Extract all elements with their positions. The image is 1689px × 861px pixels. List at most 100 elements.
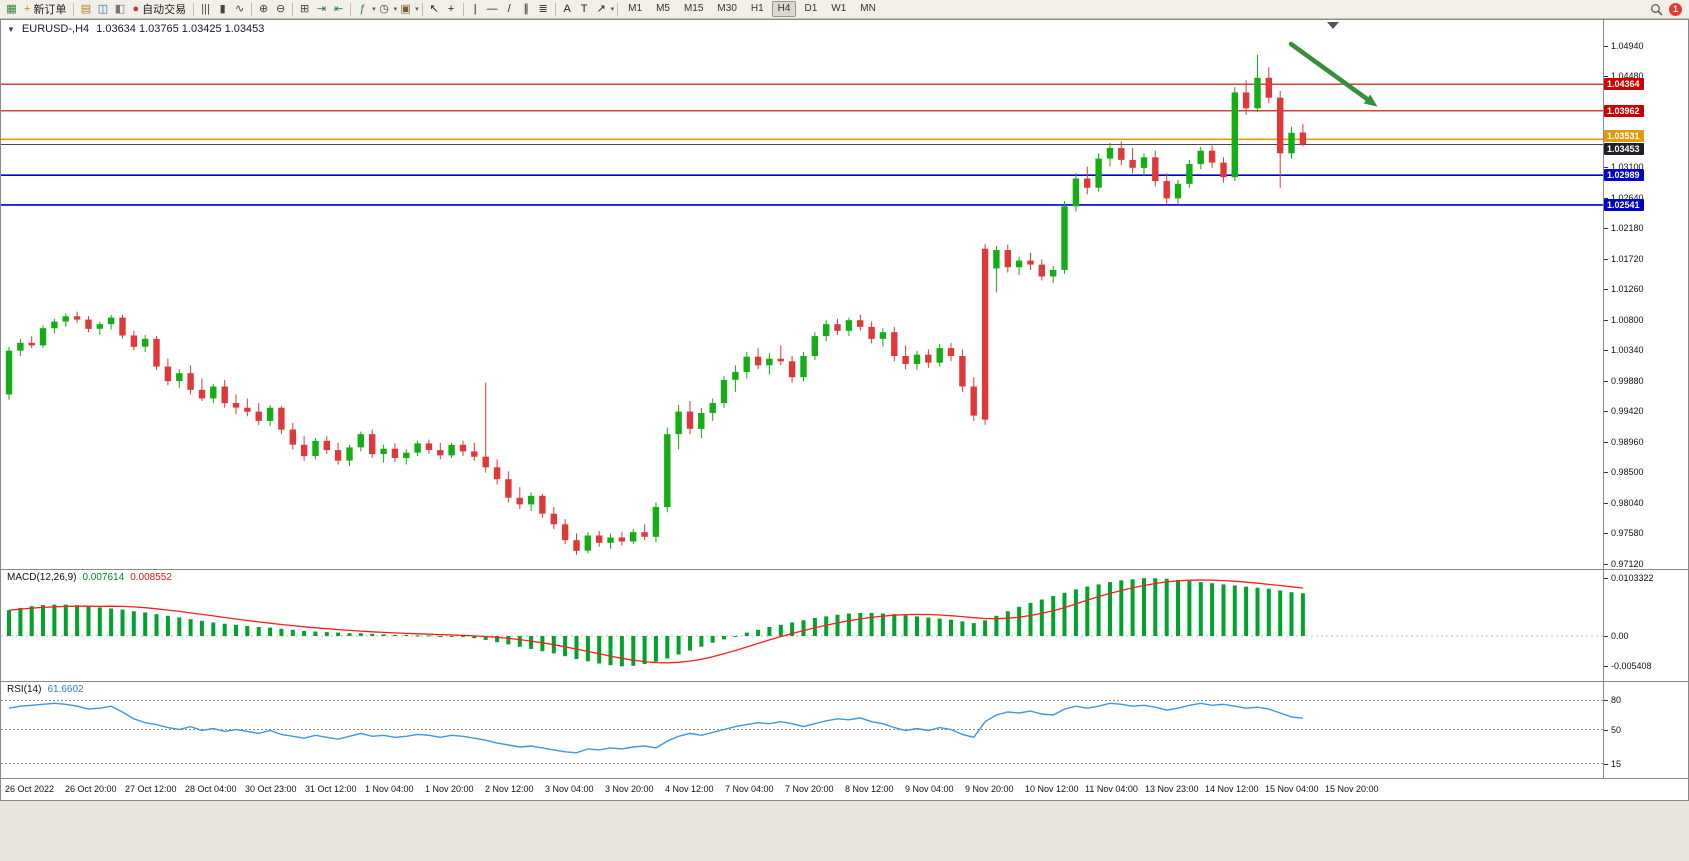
bid-price-badge: 1.03453 <box>1604 142 1644 155</box>
chart-symbol-header: ▼ EURUSD-,H4 1.03634 1.03765 1.03425 1.0… <box>7 23 264 35</box>
text-label-icon[interactable]: T <box>580 2 588 15</box>
y-axis-tick: 1.04480 <box>1604 71 1644 81</box>
timeframe-M1[interactable]: M1 <box>628 3 643 14</box>
timeframe-H4[interactable]: H4 <box>771 1 797 17</box>
macd-signal-value: 0.008552 <box>130 572 172 583</box>
toolbar-separator <box>292 2 294 16</box>
y-axis-tick: 0.97120 <box>1604 558 1644 569</box>
hline-price-badge: 1.02541 <box>1604 198 1644 211</box>
macd-name: MACD(12,26,9) <box>7 572 77 583</box>
tile-windows-icon[interactable]: ⊞ <box>299 2 310 15</box>
dropdown-caret-icon[interactable]: ▾ <box>610 6 615 13</box>
macd-indicator-label: MACD(12,26,9) 0.007614 0.008552 <box>7 572 172 583</box>
periods-icon[interactable]: ◷ <box>379 2 389 15</box>
indicators-icon[interactable]: ƒ <box>359 2 366 15</box>
macd-axis-label: 0.00 <box>1604 631 1629 641</box>
toolbar-separator <box>554 2 556 16</box>
timeframe-M30[interactable]: M30 <box>717 3 737 14</box>
time-label: 7 Nov 20:00 <box>785 784 834 794</box>
toolbar-separator <box>462 2 464 16</box>
cursor-icon[interactable]: ↖ <box>429 2 439 15</box>
toolbar-separator <box>251 2 253 16</box>
new-chart-icon[interactable]: ▦ <box>6 2 17 15</box>
timeframe-H1[interactable]: H1 <box>750 3 764 14</box>
arrows-tool-icon[interactable]: ↗ <box>596 2 606 15</box>
timeframe-D1[interactable]: D1 <box>804 3 818 14</box>
rsi-plot[interactable] <box>1 681 1603 778</box>
y-axis-tick: 0.98040 <box>1604 497 1644 508</box>
time-label: 15 Nov 04:00 <box>1265 784 1319 794</box>
zoom-out-icon[interactable]: ⊖ <box>275 2 286 15</box>
candlestick-plot[interactable] <box>1 20 1603 569</box>
zoom-in-icon[interactable]: ⊕ <box>258 2 269 15</box>
time-label: 9 Nov 04:00 <box>905 784 954 794</box>
trend-arrow-annotation <box>1288 41 1378 107</box>
dropdown-caret-icon[interactable]: ▾ <box>372 6 376 13</box>
timeframe-W1[interactable]: W1 <box>831 3 847 14</box>
macd-plot[interactable] <box>1 569 1603 681</box>
time-label: 31 Oct 12:00 <box>305 784 357 794</box>
y-axis-tick: 1.01720 <box>1604 253 1644 264</box>
y-axis-tick: 0.97580 <box>1604 528 1644 538</box>
y-axis-tick: 0.99880 <box>1604 375 1644 386</box>
bar-chart-icon[interactable]: ||| <box>201 2 210 15</box>
notification-badge[interactable]: 1 <box>1669 2 1682 16</box>
main-toolbar: ▦ + 新订单 ▤ ◫ ◧ ● 自动交易 ||| ▮ ∿ ⊕ ⊖ ⊞ ⇥ ⇤ ƒ ▾ ◷ ▾ ▣ ▾ ↖ + | — / ∥ ≣ A T ↗ ▾… <box>0 0 1689 19</box>
collapse-arrow-icon[interactable]: ▼ <box>7 24 15 34</box>
time-label: 11 Nov 04:00 <box>1085 784 1138 794</box>
rsi-value: 61.6602 <box>47 684 84 695</box>
fibonacci-icon[interactable]: ≣ <box>538 2 548 15</box>
toolbar-separator <box>73 2 75 16</box>
timeframe-M15[interactable]: M15 <box>683 3 704 14</box>
y-axis-tick: 1.01260 <box>1604 284 1644 295</box>
panel-separator-rsi[interactable] <box>1 681 1688 682</box>
hline-price-badge: 1.04364 <box>1604 78 1644 91</box>
chart-shift-marker <box>1327 22 1339 29</box>
time-label: 13 Nov 23:00 <box>1145 784 1199 794</box>
time-axis[interactable]: 26 Oct 2022 26 Oct 20:00 27 Oct 12:00 28 Oc… <box>1 778 1688 800</box>
toolbar-separator <box>350 2 352 16</box>
crosshair-icon[interactable]: + <box>447 2 455 15</box>
ohlc-values: 1.03634 1.03765 1.03425 1.03453 <box>96 23 265 35</box>
time-label: 15 Nov 20:00 <box>1325 784 1379 794</box>
time-label: 2 Nov 12:00 <box>485 784 534 794</box>
new-order-button[interactable]: + 新订单 <box>24 3 67 16</box>
autotrading-button[interactable]: ● 自动交易 <box>132 3 187 16</box>
profiles-icon[interactable]: ▤ <box>80 2 92 15</box>
panel-separator-macd[interactable] <box>1 569 1688 570</box>
trendline-icon[interactable]: / <box>507 2 511 15</box>
hline-price-badge: 1.02989 <box>1604 169 1644 182</box>
chart-window: ▼ EURUSD-,H4 1.03634 1.03765 1.03425 1.0… <box>0 19 1689 801</box>
price-axis[interactable]: 1.04940 1.04480 1.03100 1.02640 1.02180 1.017… <box>1603 20 1688 778</box>
hline-price-badge: 1.03962 <box>1604 104 1644 117</box>
market-watch-icon[interactable]: ◫ <box>97 2 109 15</box>
time-label: 8 Nov 12:00 <box>845 784 894 794</box>
y-axis-tick: 1.00340 <box>1604 345 1644 356</box>
dropdown-caret-icon[interactable]: ▾ <box>393 6 398 13</box>
hline-price-badge: 1.03531 <box>1604 130 1644 143</box>
vertical-line-icon[interactable]: | <box>473 2 477 15</box>
horizontal-line-icon[interactable]: — <box>486 2 498 15</box>
toolbar-separator <box>421 2 423 16</box>
rsi-axis-label: 50 <box>1603 724 1622 735</box>
time-label: 3 Nov 20:00 <box>605 784 654 794</box>
macd-axis-label: -0.005408 <box>1604 661 1652 671</box>
time-label: 3 Nov 04:00 <box>545 784 594 794</box>
search-icon[interactable] <box>1650 3 1663 16</box>
macd-axis-label: 0.0103322 <box>1604 573 1654 583</box>
timeframe-M5[interactable]: M5 <box>656 3 670 14</box>
macd-main-value: 0.007614 <box>82 572 125 583</box>
navigator-icon[interactable]: ◧ <box>114 2 126 15</box>
chart-shift-icon[interactable]: ⇤ <box>333 2 344 15</box>
channel-icon[interactable]: ∥ <box>523 2 529 15</box>
auto-scroll-icon[interactable]: ⇥ <box>316 2 327 15</box>
y-axis-tick: 0.98500 <box>1604 467 1644 478</box>
text-icon[interactable]: A <box>563 2 571 15</box>
templates-icon[interactable]: ▣ <box>400 2 411 15</box>
candlestick-chart-icon[interactable]: ▮ <box>219 2 226 15</box>
line-chart-icon[interactable]: ∿ <box>234 2 245 15</box>
rsi-axis-label: 15 <box>1603 758 1622 769</box>
timeframe-MN[interactable]: MN <box>860 3 876 14</box>
y-axis-tick: 1.02180 <box>1604 223 1644 234</box>
dropdown-caret-icon[interactable]: ▾ <box>415 6 419 13</box>
